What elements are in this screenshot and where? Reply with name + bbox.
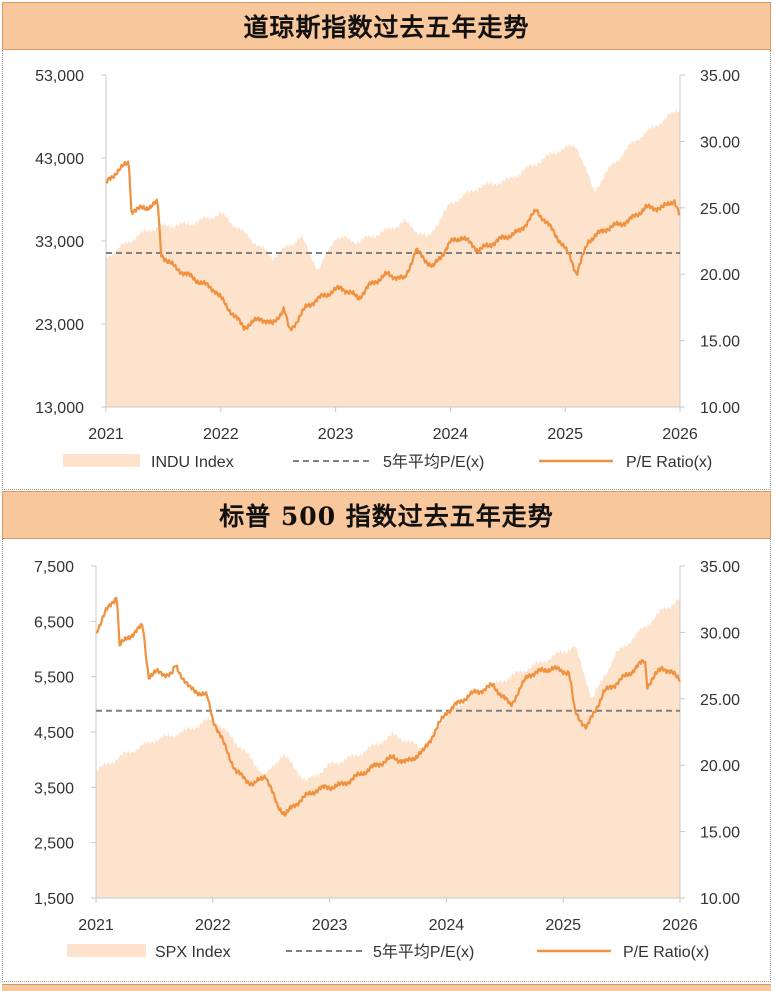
right-tick-label: 25.00 <box>700 201 740 218</box>
left-tick-label: 33,000 <box>35 234 84 251</box>
left-tick-label: 5,500 <box>34 670 74 687</box>
index-area-series <box>96 595 680 898</box>
dow-title: 道琼斯指数过去五年走势 <box>243 13 530 42</box>
x-tick-label: 2024 <box>433 426 469 443</box>
legend-label: 5年平均P/E(x) <box>383 453 484 471</box>
x-tick-label: 2023 <box>312 917 348 934</box>
legend-area-swatch <box>67 944 146 957</box>
legend-label: 5年平均P/E(x) <box>373 943 474 961</box>
legend-label: P/E Ratio(x) <box>626 454 712 471</box>
x-tick-label: 2022 <box>203 426 239 443</box>
left-tick-label: 4,500 <box>34 725 74 742</box>
right-tick-label: 10.00 <box>700 400 740 417</box>
x-tick-label: 2023 <box>318 426 354 443</box>
spx-chart: 7,500 6,500 5,500 4,500 3,500 2,500 1,500 35.00… <box>34 559 740 961</box>
dow-title-banner: 道琼斯指数过去五年走势 <box>2 2 771 50</box>
x-tick-label: 2025 <box>547 426 583 443</box>
right-tick-label: 30.00 <box>700 625 740 642</box>
x-tick-label: 2024 <box>429 917 465 934</box>
index-area-series <box>106 108 680 407</box>
legend-label: INDU Index <box>151 454 234 471</box>
right-tick-label: 20.00 <box>700 758 740 775</box>
left-tick-label: 3,500 <box>34 780 74 797</box>
pe-ratio-line <box>95 596 681 817</box>
x-tick-label: 2026 <box>662 917 698 934</box>
left-tick-label: 53,000 <box>35 68 84 85</box>
x-tick-label: 2021 <box>88 426 124 443</box>
dow-chart-panel: 53,000 43,000 33,000 23,000 13,000 35.00 30.00… <box>2 50 771 490</box>
left-tick-label: 23,000 <box>35 317 84 334</box>
legend-area-swatch <box>63 454 140 467</box>
right-tick-label: 10.00 <box>700 891 740 908</box>
right-tick-label: 15.00 <box>700 825 740 842</box>
pe-ratio-line <box>105 160 681 332</box>
right-tick-label: 35.00 <box>700 68 740 85</box>
x-tick-label: 2022 <box>195 917 231 934</box>
right-tick-label: 30.00 <box>700 134 740 151</box>
right-tick-label: 35.00 <box>700 559 740 576</box>
left-tick-label: 6,500 <box>34 614 74 631</box>
spx-title-banner: 标普 500 指数过去五年走势 <box>2 491 771 539</box>
bottom-banner-edge <box>2 984 771 991</box>
left-tick-label: 1,500 <box>34 891 74 908</box>
x-tick-label: 2025 <box>545 917 581 934</box>
spx-chart-panel: 7,500 6,500 5,500 4,500 3,500 2,500 1,500 35.00… <box>2 539 771 982</box>
left-tick-label: 13,000 <box>35 400 84 417</box>
x-tick-label: 2021 <box>78 917 114 934</box>
right-tick-label: 25.00 <box>700 692 740 709</box>
left-tick-label: 7,500 <box>34 559 74 576</box>
spx-title: 标普 500 指数过去五年走势 <box>219 502 554 531</box>
x-tick-label: 2026 <box>662 426 698 443</box>
dow-chart: 53,000 43,000 33,000 23,000 13,000 35.00 30.00… <box>35 68 740 471</box>
right-tick-label: 20.00 <box>700 267 740 284</box>
left-tick-label: 43,000 <box>35 151 84 168</box>
left-tick-label: 2,500 <box>34 836 74 853</box>
legend-label: SPX Index <box>155 944 231 961</box>
right-tick-label: 15.00 <box>700 334 740 351</box>
legend-label: P/E Ratio(x) <box>623 944 709 961</box>
